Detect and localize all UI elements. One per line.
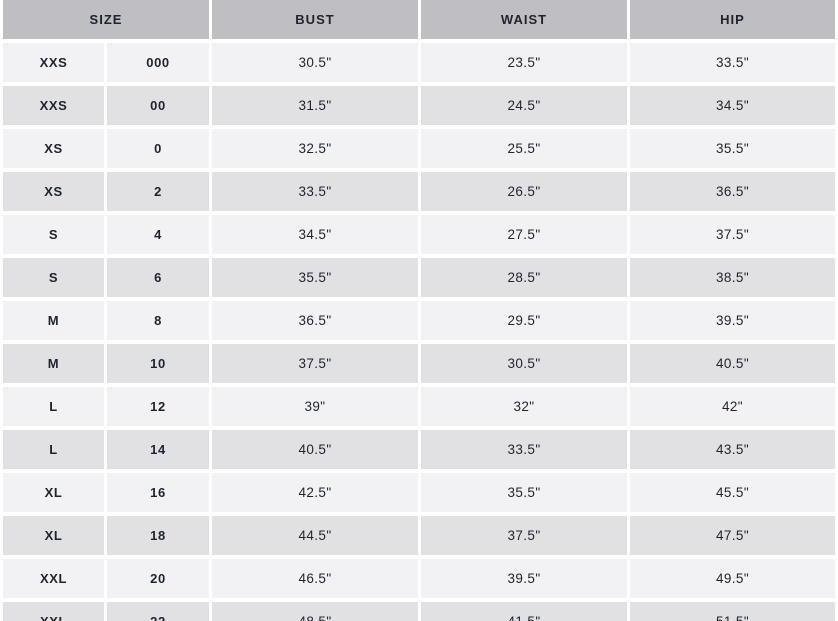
- cell-hip: 35.5": [630, 129, 835, 168]
- cell-hip: 36.5": [630, 172, 835, 211]
- cell-waist: 33.5": [421, 430, 627, 469]
- cell-waist: 27.5": [421, 215, 627, 254]
- cell-waist: 35.5": [421, 473, 627, 512]
- cell-size-number: 14: [107, 430, 209, 469]
- cell-size-number: 2: [107, 172, 209, 211]
- table-row: S 6 35.5" 28.5" 38.5": [3, 258, 835, 297]
- cell-size-letter: XXL: [3, 559, 104, 598]
- table-row: XXS 000 30.5" 23.5" 33.5": [3, 43, 835, 82]
- cell-size-number: 16: [107, 473, 209, 512]
- table-row: M 8 36.5" 29.5" 39.5": [3, 301, 835, 340]
- cell-bust: 32.5": [212, 129, 418, 168]
- cell-bust: 34.5": [212, 215, 418, 254]
- cell-hip: 33.5": [630, 43, 835, 82]
- cell-waist: 23.5": [421, 43, 627, 82]
- cell-size-letter: XL: [3, 473, 104, 512]
- cell-hip: 47.5": [630, 516, 835, 555]
- cell-size-number: 6: [107, 258, 209, 297]
- cell-bust: 44.5": [212, 516, 418, 555]
- cell-bust: 39": [212, 387, 418, 426]
- cell-size-letter: L: [3, 430, 104, 469]
- table-row: L 12 39" 32" 42": [3, 387, 835, 426]
- table-row: XXS 00 31.5" 24.5" 34.5": [3, 86, 835, 125]
- column-header-bust: BUST: [212, 0, 418, 39]
- cell-size-letter: XS: [3, 129, 104, 168]
- cell-waist: 32": [421, 387, 627, 426]
- table-row: XS 2 33.5" 26.5" 36.5": [3, 172, 835, 211]
- cell-waist: 29.5": [421, 301, 627, 340]
- cell-bust: 30.5": [212, 43, 418, 82]
- cell-hip: 38.5": [630, 258, 835, 297]
- cell-size-letter: S: [3, 258, 104, 297]
- cell-hip: 51.5": [630, 602, 835, 621]
- column-header-size: SIZE: [3, 0, 209, 39]
- cell-size-number: 22: [107, 602, 209, 621]
- cell-size-letter: XL: [3, 516, 104, 555]
- cell-waist: 41.5": [421, 602, 627, 621]
- cell-size-letter: L: [3, 387, 104, 426]
- table-row: S 4 34.5" 27.5" 37.5": [3, 215, 835, 254]
- cell-size-number: 4: [107, 215, 209, 254]
- cell-waist: 30.5": [421, 344, 627, 383]
- cell-bust: 36.5": [212, 301, 418, 340]
- cell-size-letter: XS: [3, 172, 104, 211]
- table-row: M 10 37.5" 30.5" 40.5": [3, 344, 835, 383]
- cell-waist: 26.5": [421, 172, 627, 211]
- cell-size-letter: M: [3, 301, 104, 340]
- table-row: XL 18 44.5" 37.5" 47.5": [3, 516, 835, 555]
- cell-size-number: 12: [107, 387, 209, 426]
- cell-size-letter: S: [3, 215, 104, 254]
- cell-waist: 28.5": [421, 258, 627, 297]
- cell-hip: 37.5": [630, 215, 835, 254]
- cell-hip: 49.5": [630, 559, 835, 598]
- table-row: L 14 40.5" 33.5" 43.5": [3, 430, 835, 469]
- table-row: XS 0 32.5" 25.5" 35.5": [3, 129, 835, 168]
- cell-waist: 37.5": [421, 516, 627, 555]
- cell-hip: 43.5": [630, 430, 835, 469]
- cell-hip: 45.5": [630, 473, 835, 512]
- cell-size-number: 00: [107, 86, 209, 125]
- cell-bust: 46.5": [212, 559, 418, 598]
- cell-size-number: 0: [107, 129, 209, 168]
- column-header-waist: WAIST: [421, 0, 627, 39]
- cell-hip: 42": [630, 387, 835, 426]
- cell-waist: 24.5": [421, 86, 627, 125]
- cell-waist: 25.5": [421, 129, 627, 168]
- cell-bust: 31.5": [212, 86, 418, 125]
- cell-size-number: 18: [107, 516, 209, 555]
- header-row: SIZE BUST WAIST HIP: [3, 0, 835, 39]
- cell-waist: 39.5": [421, 559, 627, 598]
- cell-size-letter: XXS: [3, 86, 104, 125]
- column-header-hip: HIP: [630, 0, 835, 39]
- cell-size-number: 8: [107, 301, 209, 340]
- cell-size-number: 000: [107, 43, 209, 82]
- table-row: XL 16 42.5" 35.5" 45.5": [3, 473, 835, 512]
- cell-hip: 40.5": [630, 344, 835, 383]
- cell-size-letter: XXL: [3, 602, 104, 621]
- cell-size-number: 10: [107, 344, 209, 383]
- table-row: XXL 22 48.5" 41.5" 51.5": [3, 602, 835, 621]
- cell-hip: 39.5": [630, 301, 835, 340]
- cell-size-number: 20: [107, 559, 209, 598]
- cell-hip: 34.5": [630, 86, 835, 125]
- cell-bust: 42.5": [212, 473, 418, 512]
- cell-size-letter: M: [3, 344, 104, 383]
- cell-bust: 48.5": [212, 602, 418, 621]
- cell-bust: 33.5": [212, 172, 418, 211]
- table-row: XXL 20 46.5" 39.5" 49.5": [3, 559, 835, 598]
- cell-size-letter: XXS: [3, 43, 104, 82]
- cell-bust: 40.5": [212, 430, 418, 469]
- cell-bust: 35.5": [212, 258, 418, 297]
- cell-bust: 37.5": [212, 344, 418, 383]
